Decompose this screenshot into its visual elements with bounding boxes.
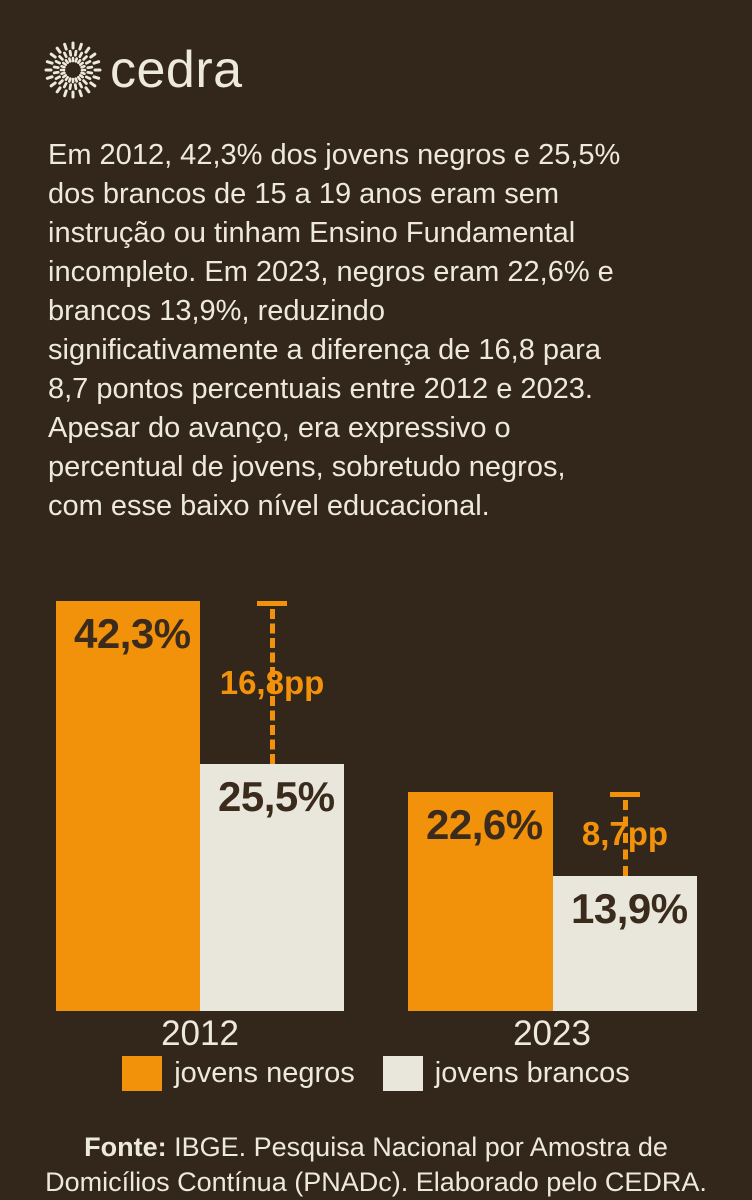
intro-line: significativamente a diferença de 16,8 p… [48,334,601,366]
bar-value-label: 42,3% [74,610,191,657]
gap-label-2012: 16,8pp [219,663,325,701]
axis-label-2012: 2012 [161,1014,239,1053]
intro-line: Em 2012, 42,3% dos jovens negros e 25,5% [48,139,621,171]
legend-item-jovens-brancos: jovens brancos [382,1056,630,1091]
brand-name: cedra [110,41,243,99]
gap-line-2023 [623,800,628,876]
intro-line: brancos 13,9%, reduzindo [48,295,385,327]
intro-line: 8,7 pontos percentuais entre 2012 e 2023… [48,373,593,405]
sunburst-logo-icon [44,41,102,99]
legend-swatch-cream [382,1056,423,1091]
source-label: Fonte: [84,1132,167,1162]
intro-line: com esse baixo nível educacional. [48,490,490,522]
bar-value-label: 22,6% [426,801,543,848]
intro-paragraph: Em 2012, 42,3% dos jovens negros e 25,5%… [48,136,728,526]
source-line-1: Fonte: IBGE. Pesquisa Nacional por Amost… [84,1132,668,1162]
legend-swatch-orange [122,1056,163,1091]
legend-item-jovens-negros: jovens negros [122,1056,355,1091]
bar-2012-jovens-brancos: 25,5% [200,764,344,1011]
intro-line: percentual de jovens, sobretudo negros, [48,451,566,483]
intro-line: dos brancos de 15 a 19 anos eram sem [48,178,560,210]
axis-label-2023: 2023 [513,1014,591,1053]
brand-logo: cedra [44,40,243,100]
bar-2023-jovens-negros: 22,6% [408,792,553,1011]
gap-line-2012 [270,609,275,764]
source-note: Fonte: IBGE. Pesquisa Nacional por Amost… [0,1130,752,1200]
bar-value-label: 25,5% [218,773,335,820]
gap-cap-2023 [610,792,640,797]
bar-2023-jovens-brancos: 13,9% [553,876,697,1011]
legend-label: jovens negros [174,1057,355,1089]
source-line-2: Domicílios Contínua (PNADc). Elaborado p… [45,1167,707,1197]
bar-value-label: 13,9% [571,885,688,932]
intro-line: instrução ou tinham Ensino Fundamental [48,217,576,249]
bar-2012-jovens-negros: 42,3% [56,601,200,1011]
legend-label: jovens brancos [434,1057,630,1089]
gap-label-2023: 8,7pp [581,815,669,852]
chart-legend: jovens negros jovens brancos [0,1056,752,1091]
gap-cap-2012 [257,601,287,606]
intro-line: incompleto. Em 2023, negros eram 22,6% e [48,256,614,288]
intro-line: Apesar do avanço, era expressivo o [48,412,511,444]
